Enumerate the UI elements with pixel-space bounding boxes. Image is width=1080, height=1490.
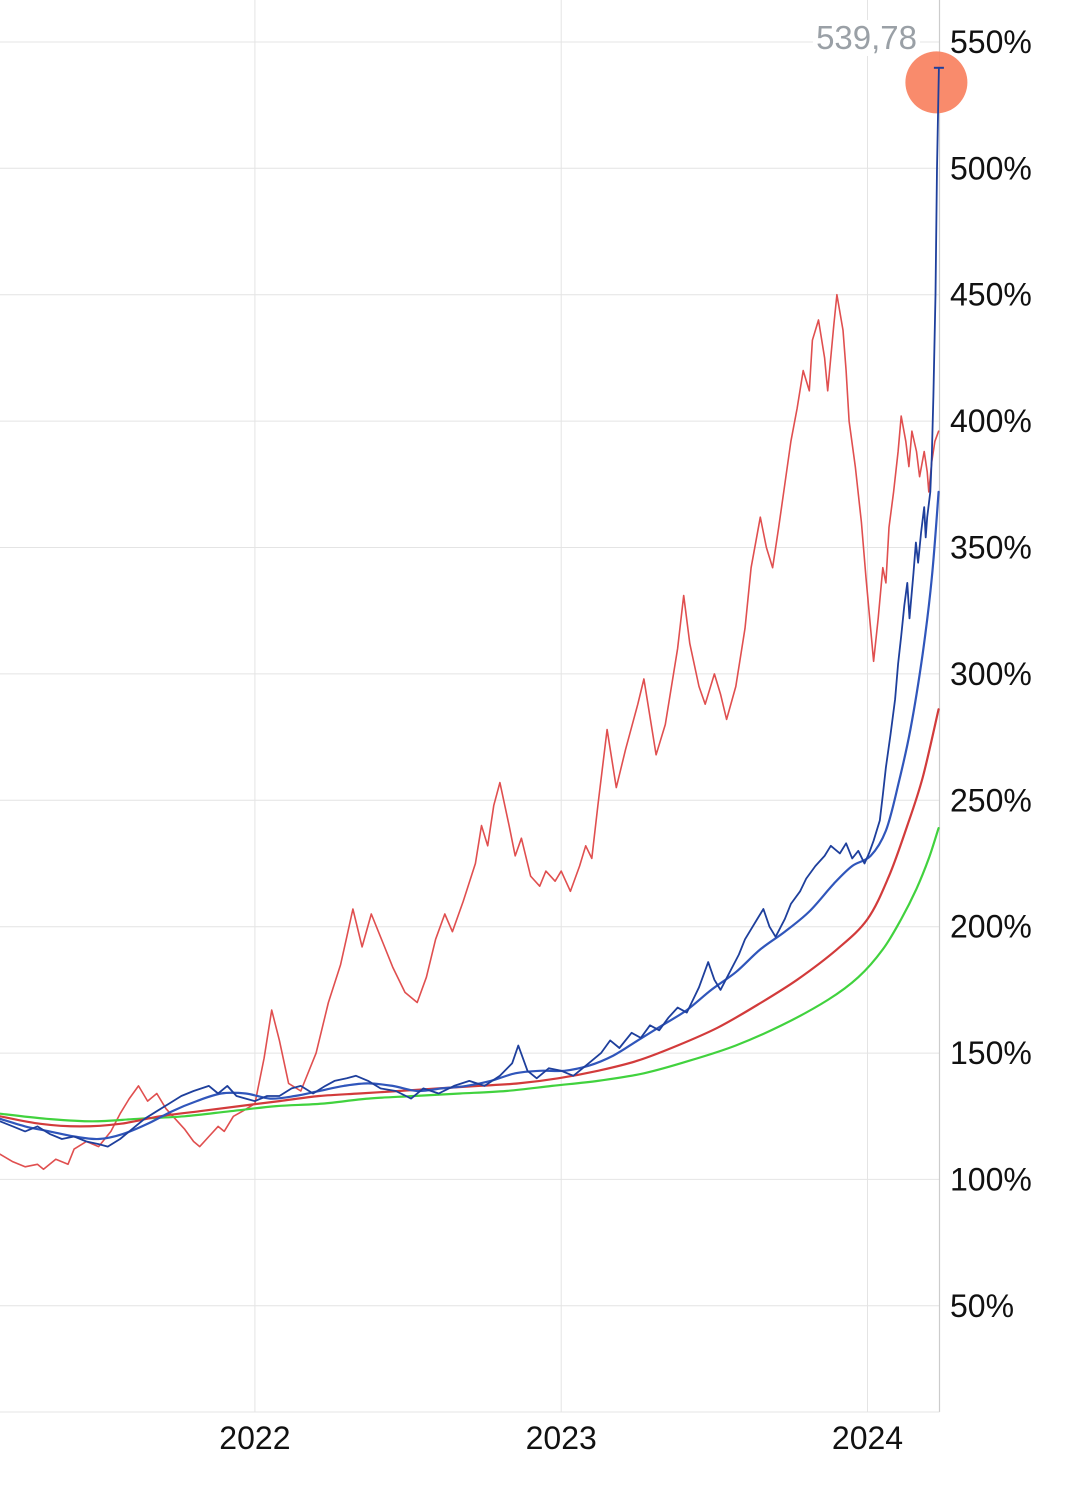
series-red-line (0, 293, 940, 1171)
series-blue-smooth-line (0, 490, 940, 1141)
x-tick-label: 2022 (219, 1420, 290, 1456)
y-tick-label: 100% (950, 1161, 1032, 1197)
y-tick-label: 300% (950, 656, 1032, 692)
y-tick-label: 150% (950, 1035, 1032, 1071)
y-tick-label: 500% (950, 150, 1032, 186)
latest-point-marker (905, 51, 968, 114)
y-tick-label: 450% (950, 277, 1032, 313)
series-blue-line (0, 66, 940, 1148)
x-tick-label: 2023 (526, 1420, 597, 1456)
y-tick-label: 400% (950, 403, 1032, 439)
y-tick-label: 200% (950, 909, 1032, 945)
y-tick-label: 550% (950, 24, 1032, 60)
y-tick-label: 350% (950, 530, 1032, 566)
y-tick-label: 50% (950, 1288, 1014, 1324)
series-red-smooth-line (0, 708, 940, 1128)
y-tick-label: 250% (950, 782, 1032, 818)
latest-value-label: 539,78 (813, 19, 920, 57)
series-green-smooth-line (0, 827, 940, 1123)
x-tick-label: 2024 (832, 1420, 903, 1456)
